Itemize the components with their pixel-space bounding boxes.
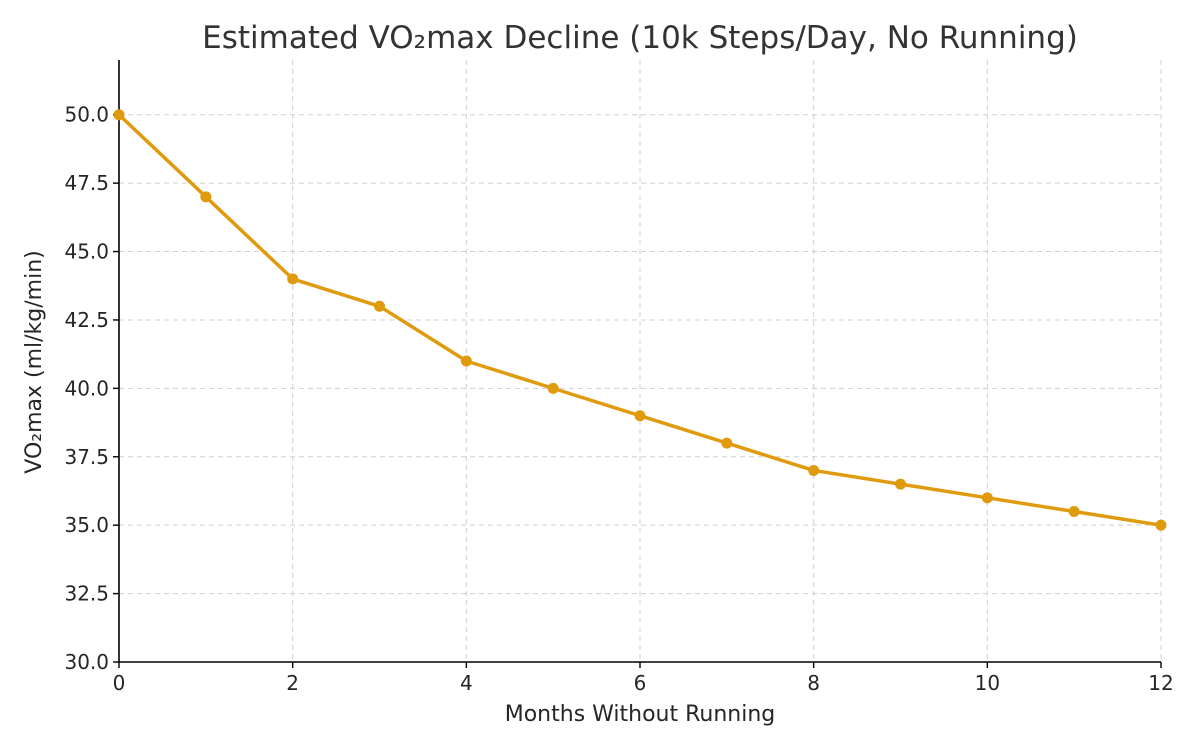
data-point	[374, 300, 385, 312]
data-point	[200, 191, 212, 203]
data-point	[895, 478, 906, 490]
y-tick-label: 45.0	[64, 240, 109, 264]
y-tick-label: 47.5	[64, 171, 109, 195]
series-group	[113, 109, 1167, 531]
data-point	[981, 492, 993, 504]
data-point	[460, 355, 472, 367]
data-point	[1155, 519, 1167, 531]
y-tick-label: 35.0	[64, 513, 109, 537]
y-tick-label: 32.5	[64, 582, 109, 606]
data-point	[1068, 506, 1080, 517]
data-point	[287, 273, 299, 285]
y-tick-label: 30.0	[64, 650, 109, 674]
data-point	[721, 437, 733, 449]
x-tick-label: 0	[113, 671, 126, 695]
data-point	[547, 382, 559, 394]
data-point	[634, 410, 646, 422]
y-tick-label: 40.0	[64, 376, 109, 400]
x-tick-label: 6	[634, 671, 647, 695]
x-axis-ticks: 0 2 4 6 8 10 12	[113, 662, 1174, 695]
y-tick-label: 50.0	[64, 103, 109, 127]
x-tick-label: 2	[286, 671, 299, 695]
x-tick-label: 8	[807, 671, 820, 695]
chart-title: Estimated VO₂max Decline (10k Steps/Day,…	[202, 20, 1078, 56]
x-axis-label: Months Without Running	[505, 702, 776, 727]
data-point	[113, 109, 125, 121]
x-tick-label: 12	[1148, 671, 1173, 695]
y-tick-label: 37.5	[64, 445, 109, 469]
y-axis-ticks: 30.0 32.5 35.0 37.5 40.0 42.5 45.0 47.5 50.0	[64, 103, 119, 674]
x-tick-label: 10	[975, 671, 1000, 695]
grid	[119, 60, 1162, 662]
y-axis-label: VO₂max (ml/kg/min)	[22, 250, 47, 473]
data-point	[808, 464, 820, 476]
x-tick-label: 4	[460, 671, 473, 695]
y-tick-label: 42.5	[64, 308, 109, 332]
